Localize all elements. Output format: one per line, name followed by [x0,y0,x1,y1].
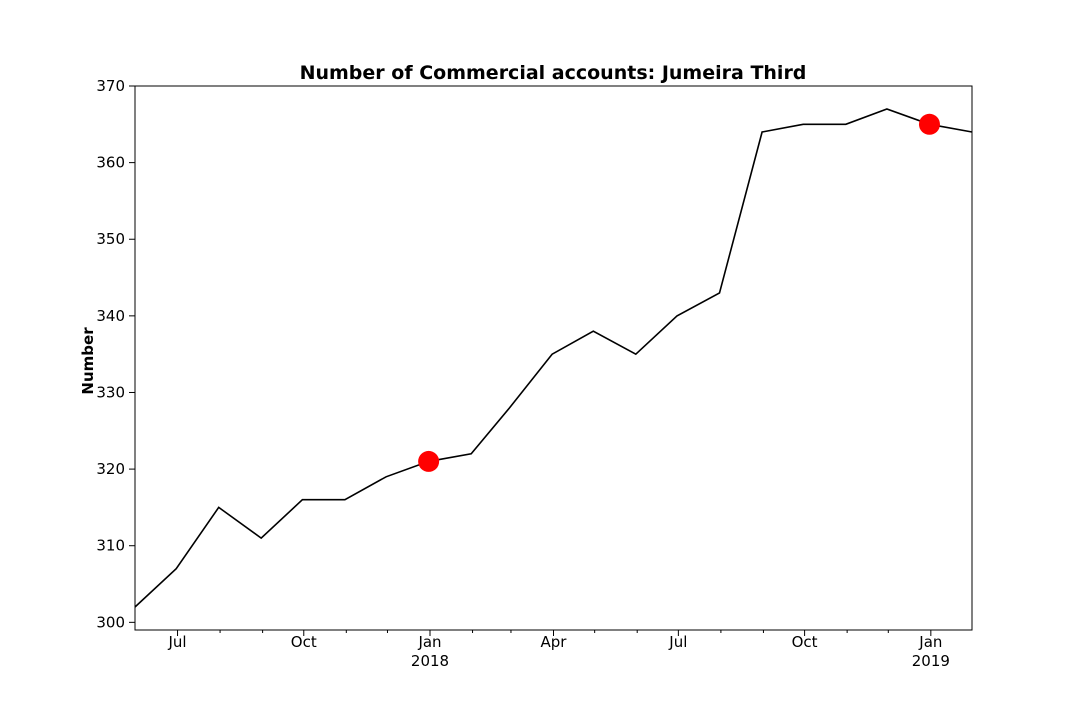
y-tick-label: 360 [96,154,125,172]
y-tick-label: 310 [96,537,125,555]
y-tick-label: 350 [96,230,125,248]
x-tick-label: Jan [918,633,942,651]
y-tick-label: 330 [96,383,125,401]
highlight-marker [418,450,440,472]
plot-layer [134,108,973,608]
x-tick-label: Jan [417,633,441,651]
highlight-marker [918,113,940,135]
chart-title: Number of Commercial accounts: Jumeira T… [300,62,807,84]
y-tick-label: 300 [96,613,125,631]
y-tick-label: 320 [96,460,125,478]
y-tick-label: 370 [96,77,125,95]
x-tick-year-label: 2018 [411,652,449,670]
y-axis-label: Number [79,327,97,395]
y-axis: 300 310 320 330 340 350 360 370 [96,77,135,631]
plot-area-frame [134,85,973,631]
series-line [134,108,973,608]
x-tick-year-label: 2019 [912,652,950,670]
x-tick-label: Oct [291,633,317,651]
x-tick-label: Jul [668,633,687,651]
x-tick-label: Oct [792,633,818,651]
x-tick-label: Apr [541,633,568,651]
y-tick-label: 340 [96,307,125,325]
x-tick-label: Jul [167,633,186,651]
